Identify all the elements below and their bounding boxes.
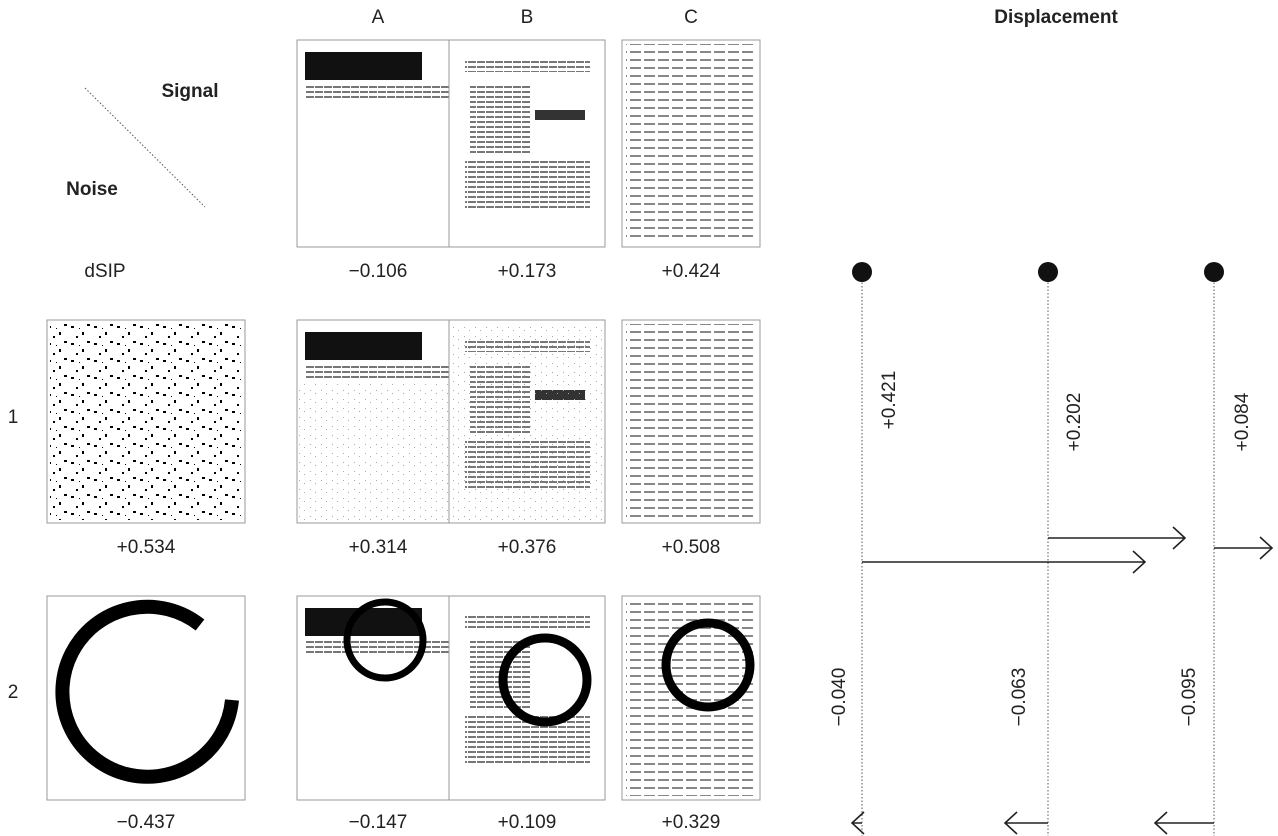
score: +0.109 (498, 812, 557, 833)
thumbnail (448, 595, 606, 801)
thumbnail-text (626, 44, 756, 243)
thumbnail (46, 595, 246, 801)
noise-label: Noise (66, 179, 118, 200)
thumbnail (296, 595, 459, 801)
thumbnail (621, 595, 761, 801)
column-label: B (521, 7, 534, 28)
score: +0.534 (117, 537, 176, 558)
score: −0.147 (349, 812, 408, 833)
column-label: C (684, 7, 698, 28)
score: +0.329 (662, 812, 721, 833)
signal-label: Signal (161, 81, 218, 102)
thumbnail (448, 319, 606, 524)
displacement-label: −0.040 (829, 668, 850, 727)
thumbnail (296, 39, 459, 248)
diagonal (84, 87, 206, 208)
score: −0.437 (117, 812, 176, 833)
displacement-label: −0.095 (1179, 668, 1200, 727)
thumbnail (296, 319, 459, 524)
displacement-label: −0.063 (1009, 668, 1030, 727)
row-label: 1 (8, 407, 19, 428)
row-label: 2 (8, 682, 19, 703)
score: +0.508 (662, 537, 721, 558)
panel-title: Displacement (994, 7, 1118, 28)
noise-speckle (50, 323, 242, 520)
displacement-label: +0.421 (879, 371, 900, 430)
displacement-label: +0.202 (1064, 393, 1085, 452)
thumbnail-text (626, 324, 756, 519)
row-header: dSIP (84, 261, 125, 282)
score: +0.314 (349, 537, 408, 558)
score: +0.376 (498, 537, 557, 558)
column-label: A (372, 7, 385, 28)
noise-ring (55, 599, 239, 784)
score: +0.424 (662, 261, 721, 282)
score: +0.173 (498, 261, 557, 282)
score: −0.106 (349, 261, 408, 282)
displacement-plot (850, 262, 1274, 836)
thumbnail (448, 39, 606, 248)
displacement-label: +0.084 (1232, 392, 1253, 451)
